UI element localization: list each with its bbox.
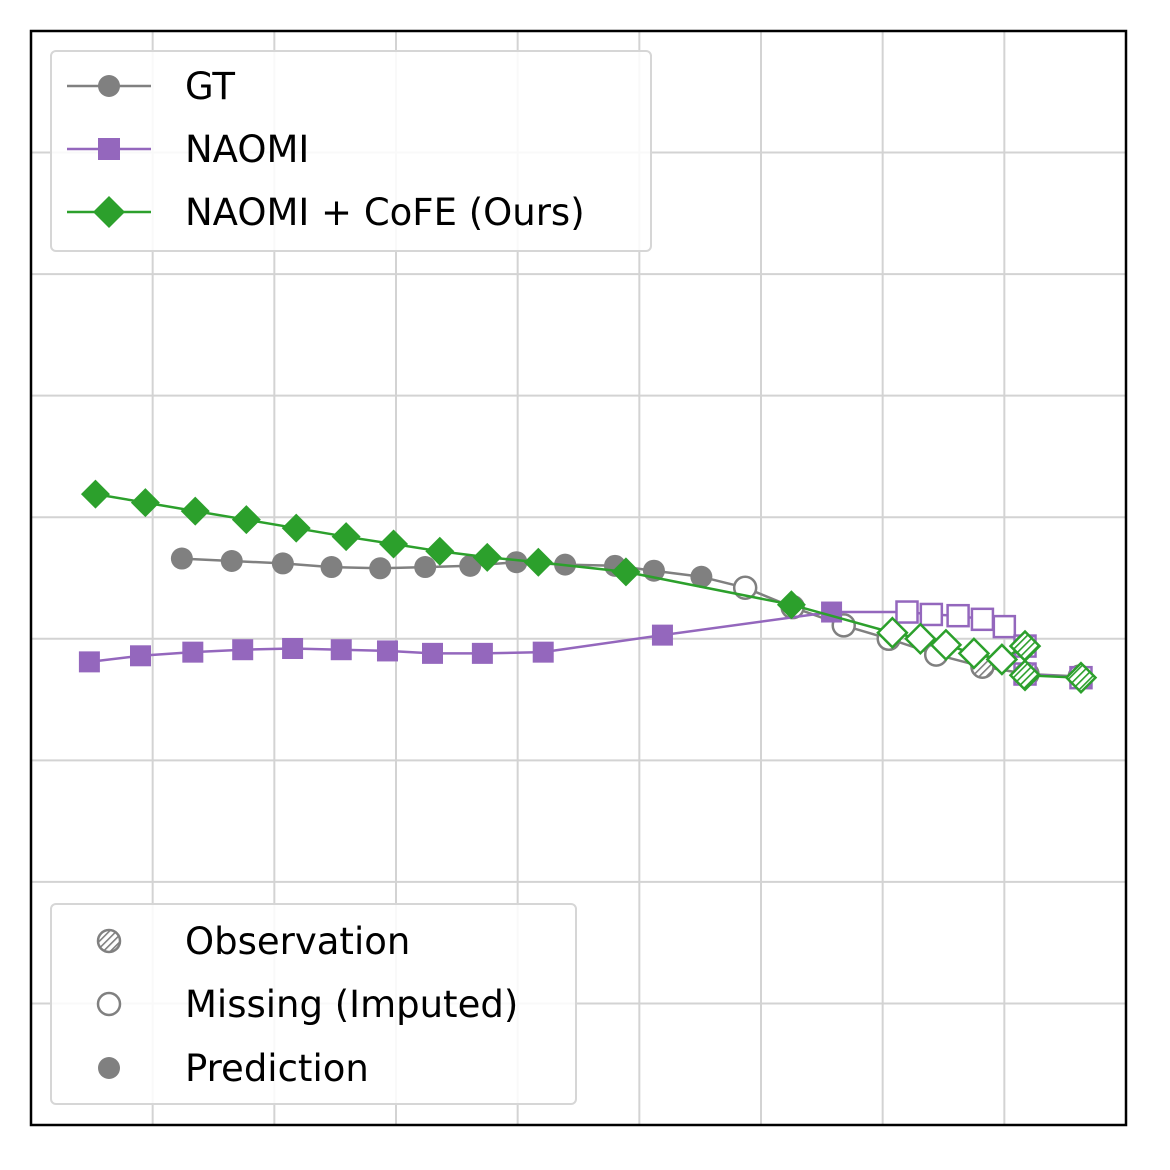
legend-cofe-diamond-marker <box>93 196 125 228</box>
naomi-cofe-ours-prediction-diamond-marker <box>281 513 311 543</box>
naomi-cofe-ours-missing-diamond-marker <box>957 637 991 670</box>
legend-missing-label: Missing (Imputed) <box>185 983 518 1026</box>
legend-gt-label: GT <box>185 65 235 108</box>
naomi-cofe-ours-prediction-diamond-marker <box>379 529 409 559</box>
naomi-cofe-ours-missing-diamond-marker <box>929 628 963 662</box>
gt-prediction-circle-marker <box>170 547 193 570</box>
legend-naomi-label: NAOMI <box>185 128 309 171</box>
naomi-cofe-ours-missing-diamond-marker <box>904 622 937 656</box>
naomi-prediction-square-marker <box>532 641 554 663</box>
gt-prediction-circle-marker <box>220 549 243 572</box>
series-layer <box>78 479 1098 694</box>
legend-entry-gt: GT <box>67 65 235 108</box>
naomi-missing-square-marker <box>946 603 970 628</box>
legend-observation-label: Observation <box>185 920 410 963</box>
legend-prediction-filled-marker <box>98 1057 120 1079</box>
naomi-cofe-ours-prediction-diamond-marker <box>80 479 110 509</box>
naomi-prediction-square-marker <box>821 601 843 623</box>
naomi-prediction-square-marker <box>422 642 443 664</box>
gt-prediction-circle-marker <box>414 556 437 579</box>
series-legend-box <box>50 50 652 252</box>
legend-entry-observation: Observation <box>96 920 410 963</box>
state-legend: Observation Missing (Imputed) Prediction <box>50 903 577 1105</box>
plot-frame <box>29 29 1128 1127</box>
legend-prediction-label: Prediction <box>185 1047 369 1090</box>
naomi-prediction-square-marker <box>651 624 673 646</box>
naomi-missing-square-marker <box>919 602 944 627</box>
naomi-cofe-ours-prediction-diamond-marker <box>425 536 455 566</box>
naomi-missing-square-marker <box>970 607 995 632</box>
legend-entry-missing: Missing (Imputed) <box>96 983 518 1026</box>
naomi-cofe-ours-observation-diamond-marker <box>1008 658 1042 692</box>
naomi-cofe-ours-prediction-diamond-marker <box>130 488 160 518</box>
naomi-prediction-square-marker <box>130 645 151 667</box>
gt-prediction-circle-marker <box>271 552 294 575</box>
naomi-missing-square-marker <box>992 614 1017 639</box>
legend-entry-naomi: NAOMI <box>67 128 309 171</box>
naomi-prediction-square-marker <box>282 638 304 660</box>
gt-prediction-circle-marker <box>505 551 528 574</box>
gt-prediction-circle-marker <box>690 565 713 588</box>
state-legend-box <box>50 903 577 1105</box>
legend-cofe-label: NAOMI + CoFE (Ours) <box>185 191 585 234</box>
naomi-cofe-ours-prediction-diamond-marker <box>231 505 261 535</box>
naomi-cofe-ours-prediction-diamond-marker <box>776 590 806 620</box>
legend-observation-hatched-marker <box>96 928 122 954</box>
naomi-cofe-ours-prediction-diamond-marker <box>472 542 502 572</box>
gt-prediction-circle-marker <box>320 556 343 579</box>
legend-missing-hollow-marker <box>96 991 122 1017</box>
legend-entry-cofe: NAOMI + CoFE (Ours) <box>67 191 585 234</box>
naomi-cofe-ours-prediction-diamond-marker <box>331 522 361 552</box>
naomi-prediction-square-marker <box>471 642 493 664</box>
gt-prediction-circle-marker <box>369 557 392 580</box>
legend-naomi-square-marker <box>98 138 120 160</box>
naomi-cofe-ours-prediction-diamond-marker <box>523 547 553 577</box>
naomi-cofe-ours-missing-diamond-marker <box>985 643 1019 676</box>
naomi-cofe-ours-prediction-diamond-marker <box>180 496 210 526</box>
legend-entry-prediction: Prediction <box>98 1047 369 1090</box>
naomi-cofe-ours-missing-diamond-marker <box>876 616 909 649</box>
naomi-prediction-square-marker <box>78 651 100 673</box>
naomi-prediction-square-marker <box>182 641 204 663</box>
gt-prediction-circle-marker <box>459 554 482 577</box>
naomi-prediction-square-marker <box>232 639 254 661</box>
naomi-prediction-square-marker <box>376 640 398 662</box>
series-legend: GT NAOMI NAOMI + CoFE (Ours) <box>50 50 652 252</box>
legend-gt-circle-marker <box>98 75 120 97</box>
series-naomi-cofe-ours <box>80 479 1098 694</box>
naomi-cofe-ours-prediction-diamond-marker <box>611 557 641 587</box>
naomi-cofe-ours-observation-diamond-marker <box>1064 661 1098 694</box>
naomi-missing-square-marker <box>895 600 919 624</box>
naomi-prediction-square-marker <box>330 639 352 661</box>
